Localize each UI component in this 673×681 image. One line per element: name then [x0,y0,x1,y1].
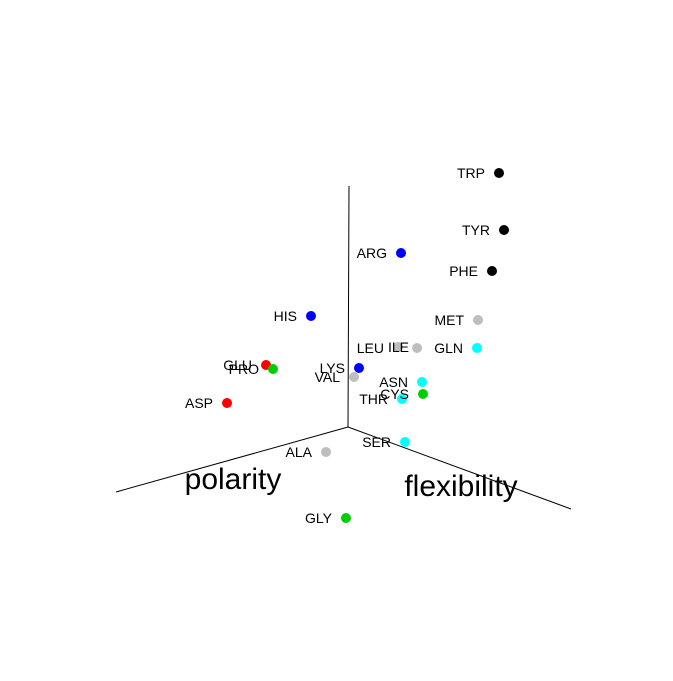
polarity-axis [115,426,349,493]
label-phe: PHE [449,263,478,279]
point-trp [494,168,504,178]
point-gly [341,513,351,523]
point-leu [412,343,422,353]
point-thr [397,394,407,404]
point-his [306,311,316,321]
label-tyr: TYR [462,222,490,238]
flexibility-axis-title: flexibility [404,470,517,503]
label-gly: GLY [305,510,333,526]
point-tyr [499,225,509,235]
point-met [473,315,483,325]
label-arg: ARG [357,245,387,261]
point-lys [354,363,364,373]
point-ile [393,342,403,352]
label-cys: CYS [380,386,409,402]
point-asp [222,398,232,408]
label-pro: PRO [229,361,259,377]
point-cys [418,389,428,399]
label-asn: ASN [379,374,408,390]
label-his: HIS [274,308,297,324]
label-gln: GLN [434,340,463,356]
point-gln [472,343,482,353]
polarity-axis-title: polarity [185,463,282,496]
label-ala: ALA [286,444,313,460]
point-ala [321,447,331,457]
point-ser [400,437,410,447]
label-met: MET [434,312,464,328]
label-thr: THR [359,391,388,407]
label-lys: LYS [320,360,345,376]
axes-group [115,185,572,510]
point-val [349,372,359,382]
vertical-axis [347,185,350,428]
point-arg [396,248,406,258]
point-phe [487,266,497,276]
label-asp: ASP [185,395,213,411]
label-ile: ILE [388,339,409,355]
point-asn [417,377,427,387]
label-trp: TRP [457,165,485,181]
label-leu: LEU [357,340,384,356]
label-glu: GLU [223,357,252,373]
label-ser: SER [362,434,391,450]
flexibility-axis [347,426,572,510]
label-val: VAL [315,369,341,385]
point-pro [268,364,278,374]
